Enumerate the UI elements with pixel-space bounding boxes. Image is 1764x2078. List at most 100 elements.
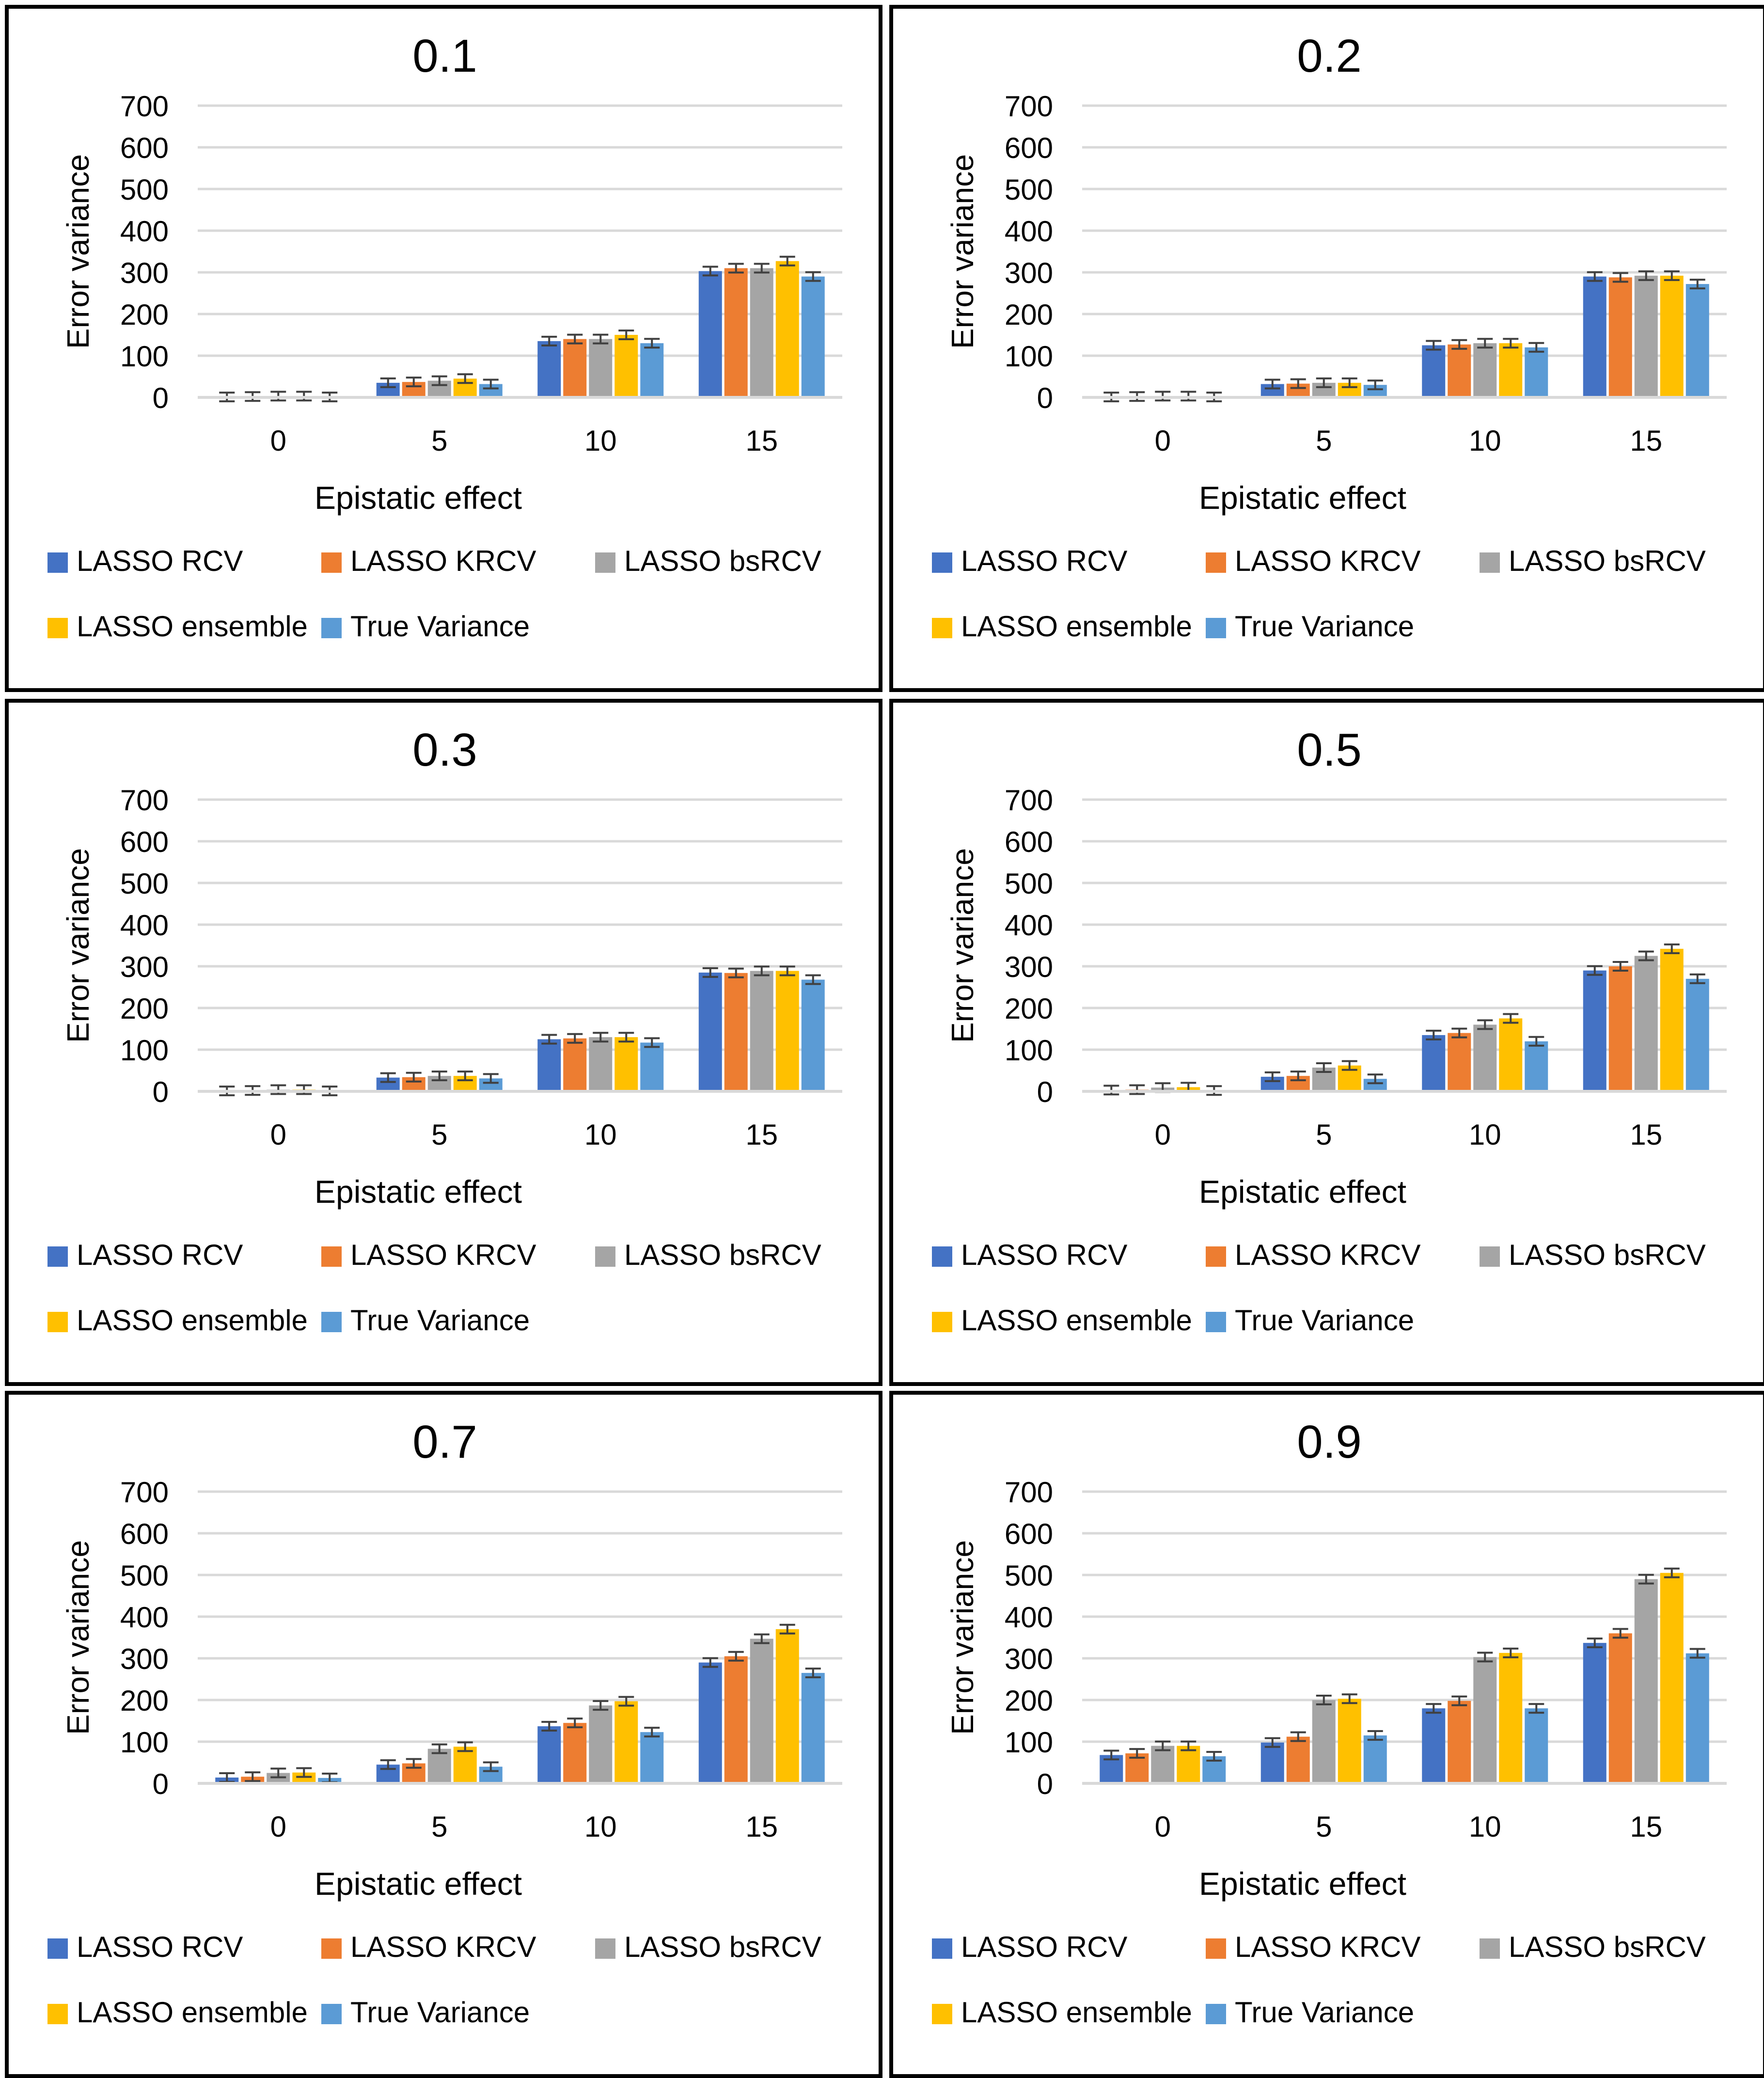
bar xyxy=(750,1638,773,1783)
legend-swatch xyxy=(321,1938,342,1959)
legend-swatch xyxy=(595,552,615,573)
x-tick-label: 5 xyxy=(1316,1118,1332,1151)
x-tick-label: 10 xyxy=(584,1118,617,1151)
legend-swatch xyxy=(1480,552,1500,573)
y-tick-label: 500 xyxy=(1005,1559,1053,1592)
legend-swatch xyxy=(1206,618,1226,638)
y-tick-label: 0 xyxy=(1037,1076,1053,1108)
bar xyxy=(589,1037,613,1091)
bar xyxy=(1448,1700,1471,1783)
legend-label: LASSO bsRCV xyxy=(1509,1931,1706,1963)
legend-swatch xyxy=(321,1246,342,1267)
legend-label: LASSO ensemble xyxy=(961,1304,1192,1337)
x-tick-label: 10 xyxy=(1469,1118,1501,1151)
y-tick-label: 500 xyxy=(1005,173,1053,206)
y-tick-label: 400 xyxy=(1005,1601,1053,1634)
legend-label: LASSO ensemble xyxy=(77,1996,308,2029)
x-tick-label: 5 xyxy=(431,1118,447,1151)
legend-label: LASSO bsRCV xyxy=(624,1931,821,1963)
bar xyxy=(1525,1041,1548,1091)
legend-swatch xyxy=(1206,1938,1226,1959)
y-tick-label: 600 xyxy=(120,132,169,164)
bar xyxy=(1260,1742,1284,1783)
x-tick-label: 10 xyxy=(584,1810,617,1843)
legend-swatch xyxy=(47,1246,68,1267)
x-tick-label: 15 xyxy=(1630,1810,1662,1843)
bar xyxy=(640,1042,664,1091)
legend-label: LASSO ensemble xyxy=(961,1996,1192,2029)
x-axis-label: Epistatic effect xyxy=(1199,1866,1406,1902)
y-tick-label: 100 xyxy=(1005,1034,1053,1067)
legend-label: LASSO bsRCV xyxy=(624,1239,821,1271)
y-tick-label: 400 xyxy=(1005,909,1053,942)
y-tick-label: 700 xyxy=(120,90,169,123)
legend-label: LASSO RCV xyxy=(77,1239,243,1271)
bar xyxy=(1634,956,1658,1091)
y-tick-label: 300 xyxy=(1005,951,1053,983)
y-axis-label: Error variance xyxy=(945,154,980,349)
legend-swatch xyxy=(1206,1246,1226,1267)
legend-swatch xyxy=(932,2004,952,2024)
y-tick-label: 0 xyxy=(153,1076,169,1108)
legend-label: LASSO KRCV xyxy=(350,1239,536,1271)
x-axis-label: Epistatic effect xyxy=(1199,480,1406,516)
y-tick-label: 400 xyxy=(120,909,169,942)
x-tick-label: 5 xyxy=(431,1810,447,1843)
y-tick-label: 700 xyxy=(1005,1476,1053,1509)
legend-label: LASSO RCV xyxy=(961,545,1127,577)
legend-swatch xyxy=(1206,2004,1226,2024)
legend-swatch xyxy=(47,2004,68,2024)
bar xyxy=(1338,1699,1361,1783)
y-tick-label: 100 xyxy=(120,1034,169,1067)
bar xyxy=(1685,1653,1709,1783)
x-tick-label: 0 xyxy=(270,1118,286,1151)
legend-label: LASSO RCV xyxy=(961,1239,1127,1271)
bar xyxy=(537,1726,561,1783)
chart-title: 0.2 xyxy=(1297,30,1361,82)
y-tick-label: 400 xyxy=(1005,215,1053,248)
bar xyxy=(453,1747,477,1783)
chart-title: 0.3 xyxy=(412,724,477,776)
bar xyxy=(537,1039,561,1091)
legend-label: True Variance xyxy=(1235,610,1414,643)
x-tick-label: 15 xyxy=(1630,425,1662,457)
bar xyxy=(427,1748,451,1783)
bar xyxy=(801,979,825,1091)
bar xyxy=(589,339,613,397)
bar xyxy=(1608,966,1632,1091)
legend-label: LASSO ensemble xyxy=(77,610,308,643)
bar xyxy=(563,339,587,397)
y-axis-label: Error variance xyxy=(61,154,95,349)
legend-swatch xyxy=(595,1246,615,1267)
y-tick-label: 400 xyxy=(120,215,169,248)
legend-swatch xyxy=(321,618,342,638)
y-tick-label: 700 xyxy=(120,784,169,817)
bar xyxy=(563,1723,587,1783)
y-tick-label: 0 xyxy=(153,1768,169,1800)
y-tick-label: 0 xyxy=(153,382,169,414)
y-tick-label: 300 xyxy=(1005,1643,1053,1675)
bar xyxy=(614,1037,638,1091)
legend-swatch xyxy=(1206,1312,1226,1332)
legend-label: True Variance xyxy=(1235,1996,1414,2029)
bar xyxy=(1286,1736,1310,1783)
bar xyxy=(1660,275,1684,397)
chart-title: 0.7 xyxy=(412,1416,477,1468)
bar xyxy=(750,971,773,1091)
y-tick-label: 500 xyxy=(1005,867,1053,900)
legend-label: LASSO KRCV xyxy=(350,1931,536,1963)
chart-panel: 0.9 700 600 500 400 300 200 100 0 Error variance 0… xyxy=(889,1391,1764,2078)
y-tick-label: 600 xyxy=(1005,826,1053,858)
bar xyxy=(724,1656,748,1783)
y-tick-label: 700 xyxy=(1005,784,1053,817)
x-tick-label: 5 xyxy=(1316,425,1332,457)
x-tick-label: 0 xyxy=(1155,425,1171,457)
legend-label: LASSO RCV xyxy=(77,1931,243,1963)
bar xyxy=(1608,1633,1632,1783)
bar xyxy=(1473,1024,1497,1091)
y-tick-label: 300 xyxy=(120,951,169,983)
legend-label: LASSO RCV xyxy=(961,1931,1127,1963)
x-tick-label: 10 xyxy=(584,425,617,457)
chart-title: 0.5 xyxy=(1297,724,1361,776)
